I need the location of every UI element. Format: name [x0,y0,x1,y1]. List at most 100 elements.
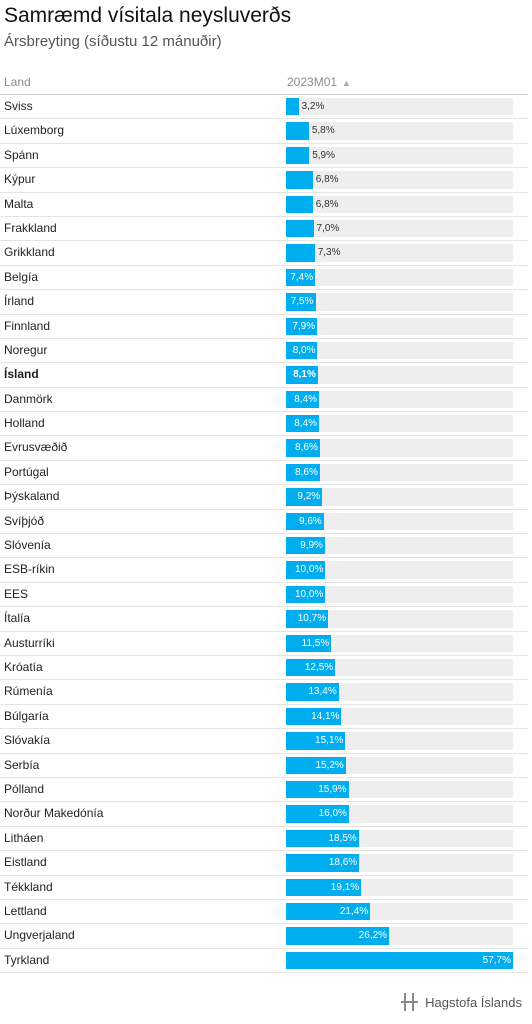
value-label: 8,1% [293,369,316,381]
bar-track: 8,0% [286,341,513,360]
bar [286,366,318,384]
country-label: Ísland [4,367,39,382]
value-label: 15,2% [315,759,344,771]
table-row: Sviss 3,2% [0,95,528,120]
bar [286,268,316,287]
bar-track: 57,7% [286,951,513,970]
bar [286,219,314,238]
column-header-2023m01[interactable]: 2023M01 ▲ [287,75,351,89]
table-row: Þýskaland 9,2% [0,485,528,510]
table-row: ESB-ríkin 10,0% [0,558,528,583]
brand-name: Hagstofa Íslands [425,994,522,1010]
bar [286,244,315,262]
bar [286,732,346,750]
column-header-label: 2023M01 [287,75,338,89]
value-label: 18,6% [328,857,358,869]
country-label: Serbía [4,757,40,772]
table-row: Slóvenía 9,9% [0,534,528,559]
bar-track: 8,6% [286,463,513,482]
country-label: Tékkland [4,879,53,894]
country-label: EES [4,586,29,601]
table-row: Króatía 12,5% [0,656,528,681]
country-label: Holland [4,416,45,431]
table-row: Finnland 7,9% [0,315,528,339]
bar [286,951,513,970]
bar [286,634,332,652]
value-label: 9,9% [300,540,323,552]
table-row: Pólland 15,9% [0,778,528,803]
bar [286,854,360,872]
chart-subtitle: Ársbreyting (síðustu 12 mánuðir) [4,33,222,50]
bar-track: 21,4% [286,902,513,921]
bar-track: 7,4% [286,268,513,287]
table-row: Ísland 8,1% [0,363,528,388]
bar [286,439,320,457]
bar [286,683,339,701]
bar-track: 10,0% [286,585,513,604]
value-label: 7,4% [290,271,314,283]
bar-track: 15,9% [286,780,513,799]
country-label: Rúmenía [4,684,53,699]
country-label: Ítalía [4,611,31,626]
value-label: 7,3% [317,247,341,259]
country-label: Spánn [4,147,39,162]
value-label: 11,5% [301,637,330,649]
value-label: 26,2% [358,930,388,942]
table-row: Evrusvæðið 8,6% [0,436,528,461]
bar [286,122,309,140]
bar-track: 12,5% [286,658,513,677]
country-label: Búlgaría [4,708,49,723]
table-row: Portúgal 8,6% [0,461,528,486]
bar [286,658,336,677]
value-label: 13,4% [308,686,337,698]
bar [286,561,326,579]
table-row: Svíþjóð 9,6% [0,510,528,535]
bar [286,171,313,189]
value-label: 7,0% [316,222,340,234]
bar-track: 8,1% [286,366,513,384]
table-row: Ungverjaland 26,2% [0,924,528,949]
bar [286,341,318,360]
value-label: 8,0% [292,344,316,356]
value-label: 3,2% [301,101,325,112]
table-row: Ítalía 10,7% [0,607,528,632]
value-label: 8,4% [294,418,318,430]
bar [286,195,313,213]
table-row: Frakkland 7,0% [0,217,528,242]
table-row: Eistland 18,6% [0,851,528,876]
value-label: 10,0% [294,588,324,600]
bar-track: 26,2% [286,927,513,945]
bar [286,537,325,555]
country-label: Finnland [4,318,51,333]
country-label: Króatía [4,659,43,674]
country-label: Evrusvæðið [4,440,68,455]
bar-track: 14,1% [286,707,513,726]
country-label: Sviss [4,99,33,113]
bar [286,98,299,116]
table-row: Malta 6,8% [0,193,528,217]
country-label: Ungverjaland [4,928,75,943]
bar-track: 13,4% [286,683,513,701]
country-label: Grikkland [4,245,55,260]
table-row: Lettland 21,4% [0,900,528,925]
country-label: Austurríki [4,635,55,650]
bar-track: 7,3% [286,244,513,262]
column-header-land: Land [4,75,31,89]
country-label: Danmörk [4,391,53,406]
bar [286,390,320,409]
table-row: Tyrkland 57,7% [0,949,528,974]
bar [286,707,342,726]
table-row: Austurríki 11,5% [0,632,528,656]
table-row: Holland 8,4% [0,412,528,437]
bar-track: 8,6% [286,439,513,457]
table-row: Írland 7,5% [0,290,528,315]
country-label: Eistland [4,855,47,870]
bar-track: 7,5% [286,293,513,311]
value-label: 19,1% [330,881,360,893]
bar [286,805,349,823]
value-label: 6,8% [315,174,339,186]
country-label: Slóvenía [4,538,51,553]
bar [286,927,390,945]
table-row: Spánn 5,9% [0,144,528,169]
value-label: 15,9% [318,783,347,795]
